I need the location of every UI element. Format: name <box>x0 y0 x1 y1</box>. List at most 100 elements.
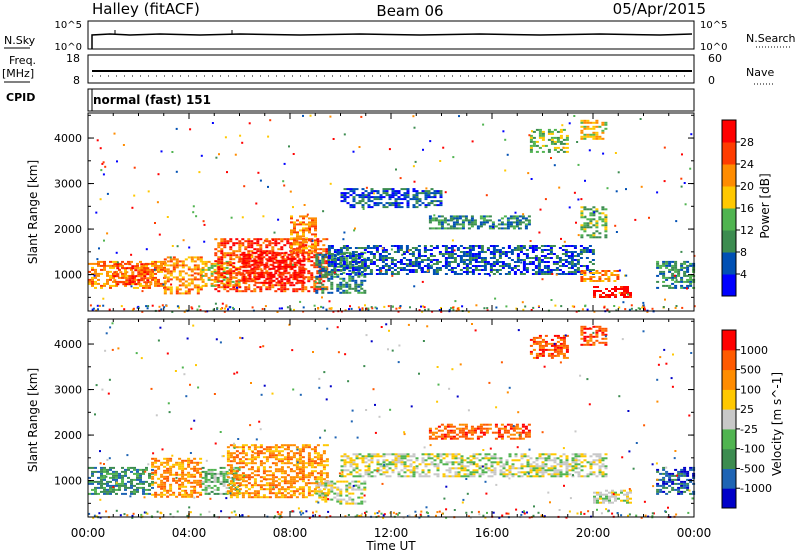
power-cell <box>196 266 200 269</box>
velocity-cell <box>160 487 164 490</box>
velocity-cell <box>226 476 230 479</box>
power-cell <box>556 150 560 153</box>
power-cell <box>289 284 293 287</box>
power-cell <box>427 194 431 197</box>
power-cell <box>543 249 547 251</box>
power-cell <box>330 287 334 290</box>
velocity-cell <box>364 465 368 468</box>
power-cell <box>593 310 596 313</box>
velocity-cell <box>151 457 155 460</box>
power-cell <box>251 269 255 272</box>
velocity-cell <box>355 453 359 456</box>
power-cell <box>397 206 401 209</box>
velocity-cell <box>268 448 272 451</box>
power-cell <box>405 273 409 275</box>
power-cell <box>145 282 148 285</box>
power-cell <box>254 277 258 280</box>
power-cell <box>311 247 314 250</box>
power-cell <box>618 291 621 294</box>
power-cell <box>671 286 675 289</box>
power-cell <box>510 259 514 261</box>
velocity-cell <box>283 456 287 459</box>
power-cell <box>220 240 224 243</box>
power-cell <box>304 240 308 243</box>
velocity-cell <box>169 493 173 496</box>
power-cell <box>273 231 276 234</box>
power-cell <box>376 198 380 201</box>
power-cell <box>336 285 340 288</box>
power-cell <box>408 263 412 265</box>
power-cell <box>121 264 124 267</box>
power-cell <box>549 271 553 273</box>
colorbar-segment <box>722 142 736 165</box>
power-cell <box>583 222 587 225</box>
power-cell <box>361 196 365 199</box>
velocity-cell <box>349 465 353 468</box>
power-cell <box>439 200 443 203</box>
velocity-cell <box>421 475 425 478</box>
power-cell <box>604 274 608 276</box>
power-cell <box>467 221 471 224</box>
velocity-cell <box>238 476 242 479</box>
nave-label: Nave <box>746 66 774 79</box>
power-cell <box>293 223 296 226</box>
velocity-cell <box>250 458 254 461</box>
velocity-cell <box>193 487 197 490</box>
power-cell <box>283 184 286 187</box>
power-cell <box>504 138 507 141</box>
velocity-cell <box>250 468 254 471</box>
velocity-cell <box>313 460 317 463</box>
power-cell <box>260 273 264 276</box>
power-cell <box>527 172 530 175</box>
power-cell <box>329 115 332 118</box>
power-cell <box>314 247 317 250</box>
power-cell <box>302 227 305 230</box>
power-cell <box>304 288 308 291</box>
power-cell <box>234 266 238 269</box>
power-cell <box>299 251 302 254</box>
power-cell <box>293 241 296 244</box>
power-cell <box>483 267 487 269</box>
velocity-cell <box>166 479 170 482</box>
velocity-cell <box>184 479 188 482</box>
velocity-cell <box>286 456 290 459</box>
power-cell <box>480 257 484 259</box>
power-cell <box>271 250 275 253</box>
velocity-cell <box>472 461 476 464</box>
power-cell <box>272 279 276 282</box>
power-cell <box>385 192 389 195</box>
power-cell <box>217 272 221 275</box>
velocity-cell <box>166 489 170 492</box>
velocity-cell <box>460 475 464 478</box>
power-cell <box>381 255 385 257</box>
power-cell <box>131 271 135 274</box>
velocity-cell <box>319 476 323 479</box>
velocity-cell <box>397 455 401 458</box>
power-cell <box>310 256 314 259</box>
velocity-cell <box>154 469 158 472</box>
power-cell <box>519 245 523 247</box>
power-cell <box>546 249 550 251</box>
velocity-cell <box>184 489 188 492</box>
power-cell <box>293 243 296 246</box>
power-cell <box>311 233 314 236</box>
power-cell <box>124 268 127 271</box>
power-cell <box>582 249 586 251</box>
power-cell <box>560 305 563 308</box>
velocity-cell <box>307 474 311 477</box>
power-cell <box>251 279 255 282</box>
velocity-cell <box>322 452 326 455</box>
power-cell <box>444 245 448 247</box>
power-cell <box>226 270 230 273</box>
power-cell <box>607 276 611 278</box>
power-cell <box>595 222 599 225</box>
power-cell <box>357 255 361 257</box>
power-cell <box>345 265 349 267</box>
velocity-cell <box>268 484 272 487</box>
power-cell <box>324 255 328 258</box>
power-cell <box>525 249 529 251</box>
velocity-cell <box>436 465 440 468</box>
velocity-cell <box>295 476 299 479</box>
power-cell <box>191 307 194 310</box>
velocity-cell <box>295 496 299 499</box>
